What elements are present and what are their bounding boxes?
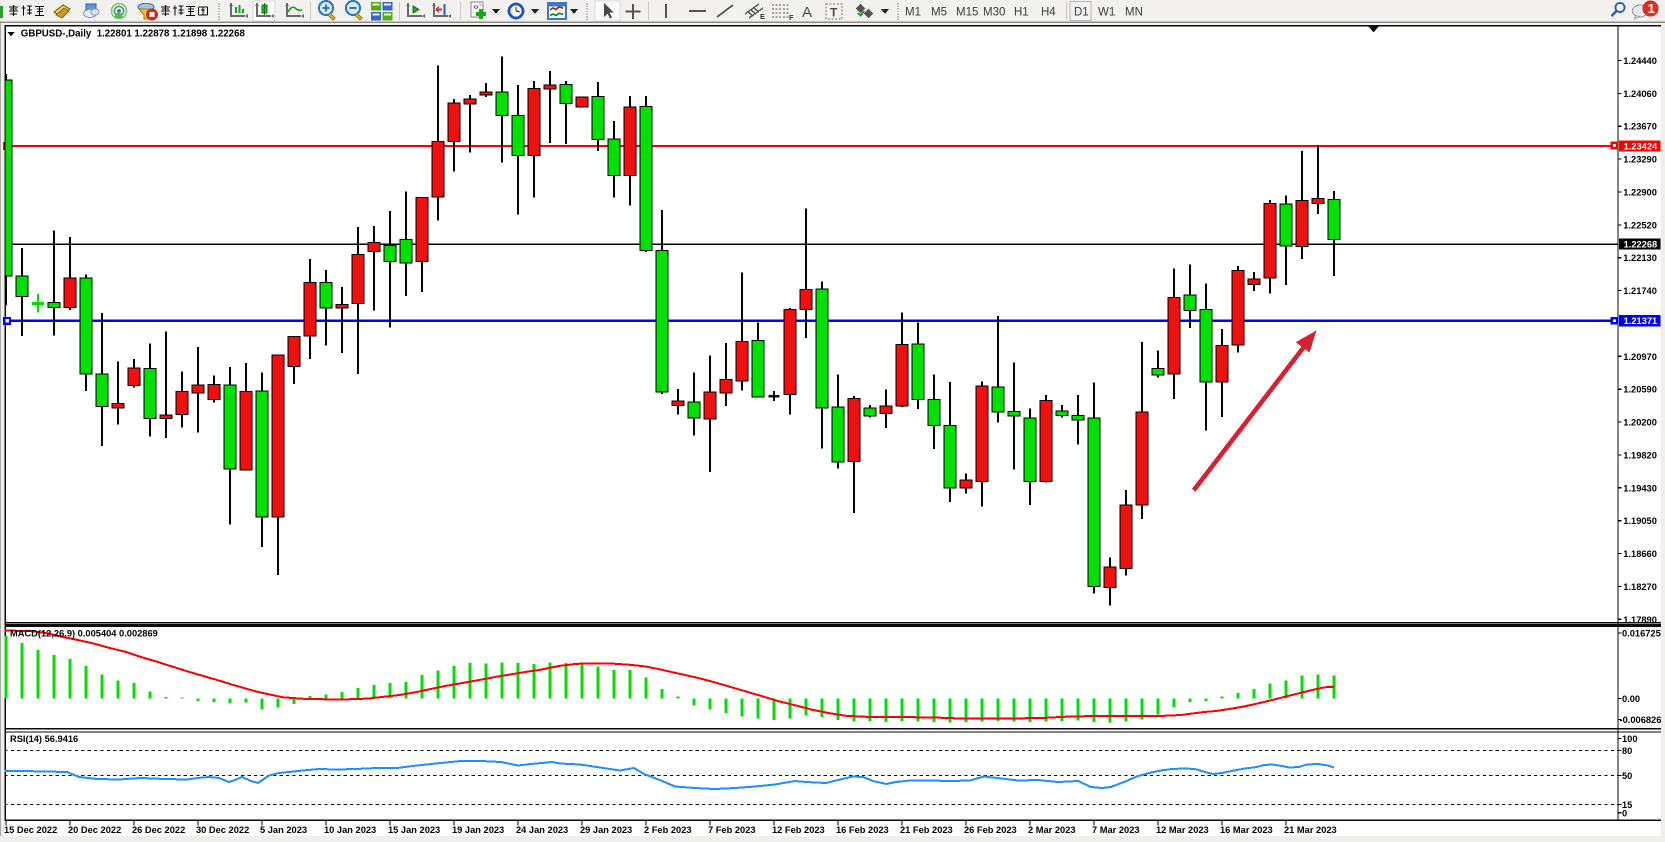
svg-text:1.24440: 1.24440 <box>1623 56 1657 66</box>
svg-text:RSI(14) 56.9416: RSI(14) 56.9416 <box>10 734 78 744</box>
svg-text:MACD(12,26,9) 0.005404 0.00286: MACD(12,26,9) 0.005404 0.002869 <box>10 628 158 638</box>
svg-text:21 Feb 2023: 21 Feb 2023 <box>900 825 953 835</box>
svg-text:2 Feb 2023: 2 Feb 2023 <box>644 825 692 835</box>
svg-text:1.19820: 1.19820 <box>1623 450 1657 460</box>
svg-text:1.22900: 1.22900 <box>1623 188 1657 198</box>
svg-text:1.19430: 1.19430 <box>1623 483 1657 493</box>
svg-text:0.00: 0.00 <box>1622 694 1640 704</box>
svg-text:T: T <box>830 6 838 20</box>
svg-text:50: 50 <box>1622 771 1632 781</box>
svg-text:80: 80 <box>1622 746 1632 756</box>
svg-text:26 Feb 2023: 26 Feb 2023 <box>964 825 1017 835</box>
svg-text:H1: H1 <box>1014 7 1029 19</box>
svg-text:26 Dec 2022: 26 Dec 2022 <box>132 825 185 835</box>
svg-text:100: 100 <box>1622 734 1638 744</box>
svg-text:D1: D1 <box>1074 7 1089 19</box>
svg-text:1.20970: 1.20970 <box>1623 352 1657 362</box>
svg-text:1.23424: 1.23424 <box>1624 142 1658 152</box>
svg-text:15 Dec 2022: 15 Dec 2022 <box>4 825 57 835</box>
svg-text:1.21740: 1.21740 <box>1623 286 1657 296</box>
svg-text:1.22130: 1.22130 <box>1623 253 1657 263</box>
svg-text:29 Jan 2023: 29 Jan 2023 <box>580 825 632 835</box>
svg-text:F: F <box>789 13 794 22</box>
svg-text:16 Feb 2023: 16 Feb 2023 <box>836 825 889 835</box>
svg-text:M30: M30 <box>983 7 1005 19</box>
svg-text:E: E <box>760 12 765 21</box>
svg-text:1.20200: 1.20200 <box>1623 418 1657 428</box>
svg-text:1.23670: 1.23670 <box>1623 122 1657 132</box>
svg-text:1.20590: 1.20590 <box>1623 385 1657 395</box>
svg-text:12 Mar 2023: 12 Mar 2023 <box>1156 825 1209 835</box>
svg-text:MN: MN <box>1125 7 1143 19</box>
svg-text:15 Jan 2023: 15 Jan 2023 <box>388 825 440 835</box>
svg-text:19 Jan 2023: 19 Jan 2023 <box>452 825 504 835</box>
svg-text:A: A <box>802 4 812 21</box>
svg-text:1.18660: 1.18660 <box>1623 549 1657 559</box>
svg-text:1.17890: 1.17890 <box>1623 615 1657 625</box>
svg-text:2 Mar 2023: 2 Mar 2023 <box>1028 825 1076 835</box>
svg-text:W1: W1 <box>1098 7 1115 19</box>
svg-text:1: 1 <box>1648 1 1655 16</box>
svg-text:20 Dec 2022: 20 Dec 2022 <box>68 825 121 835</box>
svg-text:1.21371: 1.21371 <box>1624 316 1658 326</box>
svg-text:GBPUSD-,Daily 1.22801 1.22878: GBPUSD-,Daily 1.22801 1.22878 1.21898 1.… <box>21 29 246 40</box>
svg-text:1.22520: 1.22520 <box>1623 220 1657 230</box>
svg-text:7 Feb 2023: 7 Feb 2023 <box>708 825 756 835</box>
svg-text:21 Mar 2023: 21 Mar 2023 <box>1284 825 1337 835</box>
svg-text:H4: H4 <box>1041 7 1056 19</box>
svg-text:M1: M1 <box>905 7 921 19</box>
svg-text:16 Mar 2023: 16 Mar 2023 <box>1220 825 1273 835</box>
svg-text:M5: M5 <box>931 7 947 19</box>
svg-text:1.23290: 1.23290 <box>1623 155 1657 165</box>
svg-text:M15: M15 <box>956 7 978 19</box>
svg-text:1.19050: 1.19050 <box>1623 516 1657 526</box>
svg-text:0.016725: 0.016725 <box>1622 629 1661 639</box>
svg-text:15: 15 <box>1622 800 1632 810</box>
svg-text:10 Jan 2023: 10 Jan 2023 <box>324 825 376 835</box>
svg-text:-0.006826: -0.006826 <box>1620 715 1662 725</box>
svg-text:1.24060: 1.24060 <box>1623 89 1657 99</box>
svg-text:7 Mar 2023: 7 Mar 2023 <box>1092 825 1140 835</box>
svg-text:24 Jan 2023: 24 Jan 2023 <box>516 825 568 835</box>
svg-text:30 Dec 2022: 30 Dec 2022 <box>196 825 249 835</box>
svg-text:1.22268: 1.22268 <box>1624 240 1658 250</box>
svg-text:5 Jan 2023: 5 Jan 2023 <box>260 825 307 835</box>
svg-text:1.18270: 1.18270 <box>1623 582 1657 592</box>
svg-text:0: 0 <box>1622 808 1627 818</box>
svg-text:12 Feb 2023: 12 Feb 2023 <box>772 825 825 835</box>
